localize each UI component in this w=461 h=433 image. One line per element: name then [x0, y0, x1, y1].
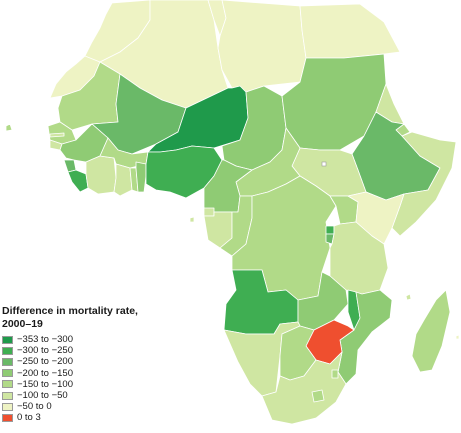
legend-label: −250 to −200: [17, 356, 73, 368]
legend-swatch: [2, 402, 13, 411]
legend-item: −50 to 0: [2, 401, 172, 412]
region-benin: [135, 161, 147, 193]
legend-swatch: [2, 335, 13, 344]
legend-item: −100 to −50: [2, 390, 172, 401]
legend-item: −150 to −100: [2, 379, 172, 390]
region-madagascar: [411, 289, 451, 373]
legend-swatch: [2, 357, 13, 366]
region-no-data-speck: [321, 161, 327, 167]
legend-swatch: [2, 380, 13, 389]
legend-swatch: [2, 413, 13, 422]
legend-item: 0 to 3: [2, 412, 172, 423]
legend-title-line1: Difference in mortality rate,: [2, 305, 138, 317]
legend-label: −150 to −100: [17, 378, 73, 390]
region-egypt: [299, 3, 401, 59]
legend-label: 0 to 3: [17, 412, 41, 424]
legend-swatch: [2, 346, 13, 355]
region-cameroon: [203, 159, 253, 213]
region-cape-verde: [5, 123, 13, 132]
legend-label: −100 to −50: [17, 390, 68, 402]
region-gambia: [49, 132, 65, 138]
region-mauritius: [455, 334, 460, 340]
legend-item: −353 to −300: [2, 334, 172, 345]
region-libya: [217, 0, 307, 93]
legend-label: −353 to −300: [17, 334, 73, 346]
legend-item: −250 to −200: [2, 356, 172, 367]
region-cote-divoire: [85, 155, 117, 195]
legend-title-line2: 2000–19: [2, 318, 43, 330]
map-legend: Difference in mortality rate, 2000–19 −3…: [2, 305, 172, 424]
region-eswatini: [331, 369, 339, 379]
region-ghana: [113, 163, 133, 197]
region-kenya: [347, 191, 405, 245]
region-uganda: [329, 195, 359, 225]
region-lesotho: [311, 389, 325, 403]
legend-label: −300 to −250: [17, 345, 73, 357]
region-somalia: [391, 131, 457, 237]
legend-item: −200 to −150: [2, 368, 172, 379]
region-comoros: [405, 293, 412, 301]
legend-swatch: [2, 369, 13, 378]
region-rwanda: [325, 225, 335, 235]
region-sao-tome: [189, 216, 195, 223]
legend-swatch: [2, 391, 13, 400]
legend-item: −300 to −250: [2, 345, 172, 356]
legend-label: −200 to −150: [17, 367, 73, 379]
legend-label: −50 to 0: [17, 401, 52, 413]
legend-title: Difference in mortality rate, 2000–19: [2, 305, 172, 331]
region-liberia: [67, 169, 89, 193]
region-equatorial-guinea: [203, 207, 215, 217]
